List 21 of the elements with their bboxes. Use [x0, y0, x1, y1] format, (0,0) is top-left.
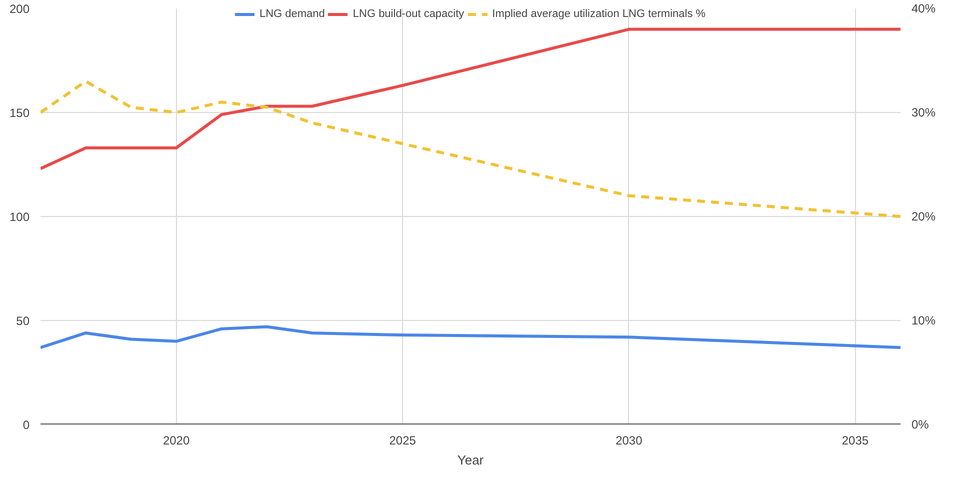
line-series — [40, 28, 900, 170]
y-tick-label: 50 — [16, 314, 30, 328]
line-series — [40, 80, 900, 218]
x-tick-label: 2025 — [389, 434, 416, 448]
x-tick-label: 2030 — [616, 434, 643, 448]
y2-tick-label: 0% — [912, 418, 930, 432]
y2-tick-label: 20% — [912, 210, 936, 224]
y-tick-label: 100 — [9, 210, 30, 224]
x-tick-label: 2020 — [162, 434, 190, 448]
y-tick-label: 150 — [9, 106, 30, 120]
y-tick-label: 200 — [9, 2, 30, 16]
y-tick-label: 0 — [22, 418, 30, 432]
y2-tick-label: 10% — [912, 314, 936, 328]
y2-tick-label: 30% — [912, 106, 936, 120]
x-tick-label: 2035 — [842, 434, 869, 448]
y2-tick-label: 40% — [912, 2, 936, 16]
line-series — [40, 325, 900, 350]
legend-label: Implied average utilization LNG terminals % — [492, 8, 706, 20]
x-axis-title: Year — [457, 452, 484, 468]
legend-label: LNG build-out capacity — [352, 8, 464, 20]
legend-label: LNG demand — [259, 8, 325, 20]
